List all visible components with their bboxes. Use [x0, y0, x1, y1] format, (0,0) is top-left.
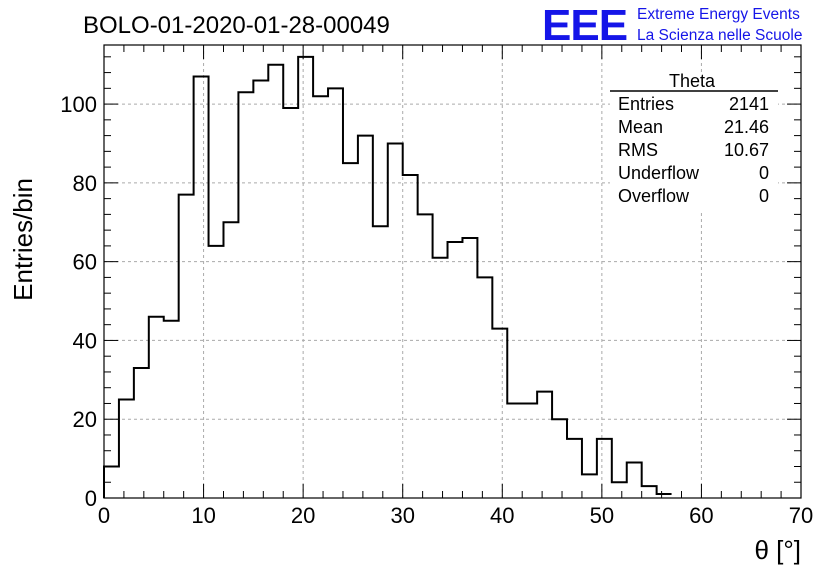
y-tick-label: 80: [73, 171, 97, 196]
y-tick-label: 40: [73, 328, 97, 353]
histogram-bin: [164, 321, 179, 498]
histogram-bin: [492, 329, 507, 498]
stats-entries-value: 2141: [729, 94, 769, 114]
x-tick-label: 20: [291, 503, 315, 528]
histogram-outline: [103, 55, 672, 498]
histogram-bin: [194, 77, 209, 498]
y-tick-label: 0: [85, 486, 97, 511]
logo-letters: EEE: [542, 1, 627, 50]
x-tick-label: 60: [689, 503, 713, 528]
x-tick-label: 0: [98, 503, 110, 528]
stats-box: Theta Entries 2141 Mean 21.46 RMS 10.67 …: [610, 71, 778, 212]
histogram-bin: [268, 65, 283, 498]
stats-rms-label: RMS: [618, 140, 658, 160]
histogram-bin: [477, 277, 492, 498]
histogram-bin: [253, 80, 268, 498]
histogram-bin: [238, 92, 253, 498]
stats-entries-label: Entries: [618, 94, 674, 114]
tick-labels: 0 10 20 30 40 50 60 70 0 20 40 60 80 100: [60, 92, 813, 528]
logo-line2: La Scienza nelle Scuole: [637, 27, 802, 44]
stats-underflow-value: 0: [759, 163, 769, 183]
y-tick-label: 20: [73, 407, 97, 432]
x-axis-label: θ [°]: [754, 535, 801, 565]
stats-box-title: Theta: [669, 71, 716, 91]
y-tick-label: 100: [60, 92, 97, 117]
x-tick-label: 50: [590, 503, 614, 528]
histogram-bin: [418, 214, 433, 498]
histogram-bin: [179, 195, 194, 498]
x-tick-label: 40: [490, 503, 514, 528]
y-axis-label: Entries/bin: [8, 178, 38, 301]
x-tick-label: 10: [191, 503, 215, 528]
histogram-bin: [119, 400, 134, 498]
histogram-bin: [537, 392, 552, 498]
grid-lines: [104, 45, 801, 498]
histogram-bin: [597, 439, 612, 498]
histogram-bin: [149, 317, 164, 498]
histogram-bin: [448, 242, 463, 498]
histogram-bin: [373, 226, 388, 498]
histogram-bin: [313, 96, 328, 498]
stats-box-background: [610, 72, 778, 212]
histogram-bin: [642, 486, 657, 498]
histogram-bin: [298, 57, 313, 498]
histogram-bin: [507, 403, 522, 498]
logo-line1: Extreme Energy Events: [637, 6, 800, 23]
histogram-bin: [612, 482, 627, 498]
histogram-bin: [223, 222, 238, 498]
eee-logo: EEE Extreme Energy Events La Scienza nel…: [542, 1, 802, 50]
stats-overflow-label: Overflow: [618, 186, 690, 206]
histogram-bin: [388, 143, 403, 498]
histogram-bin: [209, 246, 224, 498]
histogram-bin: [104, 466, 119, 498]
chart-title: BOLO-01-2020-01-28-00049: [83, 12, 390, 39]
histogram-bin: [433, 258, 448, 498]
histogram-bin: [343, 163, 358, 498]
histogram-bin: [283, 108, 298, 498]
histogram-bin: [522, 403, 537, 498]
x-tick-label: 70: [789, 503, 813, 528]
histogram-bin: [627, 463, 642, 498]
stats-mean-value: 21.46: [724, 117, 769, 137]
histogram-bin: [552, 419, 567, 498]
histogram-bin: [462, 238, 477, 498]
axis-ticks: [103, 45, 802, 499]
histogram-bin: [582, 474, 597, 498]
plot-frame: [103, 44, 802, 499]
histogram-bin: [328, 88, 343, 498]
x-tick-label: 30: [390, 503, 414, 528]
stats-mean-label: Mean: [618, 117, 663, 137]
histogram-bin: [134, 368, 149, 498]
y-tick-label: 60: [73, 250, 97, 275]
histogram-bin: [403, 175, 418, 498]
histogram-bin: [567, 439, 582, 498]
histogram-bin: [358, 136, 373, 498]
stats-underflow-label: Underflow: [618, 163, 700, 183]
stats-overflow-value: 0: [759, 186, 769, 206]
stats-rms-value: 10.67: [724, 140, 769, 160]
